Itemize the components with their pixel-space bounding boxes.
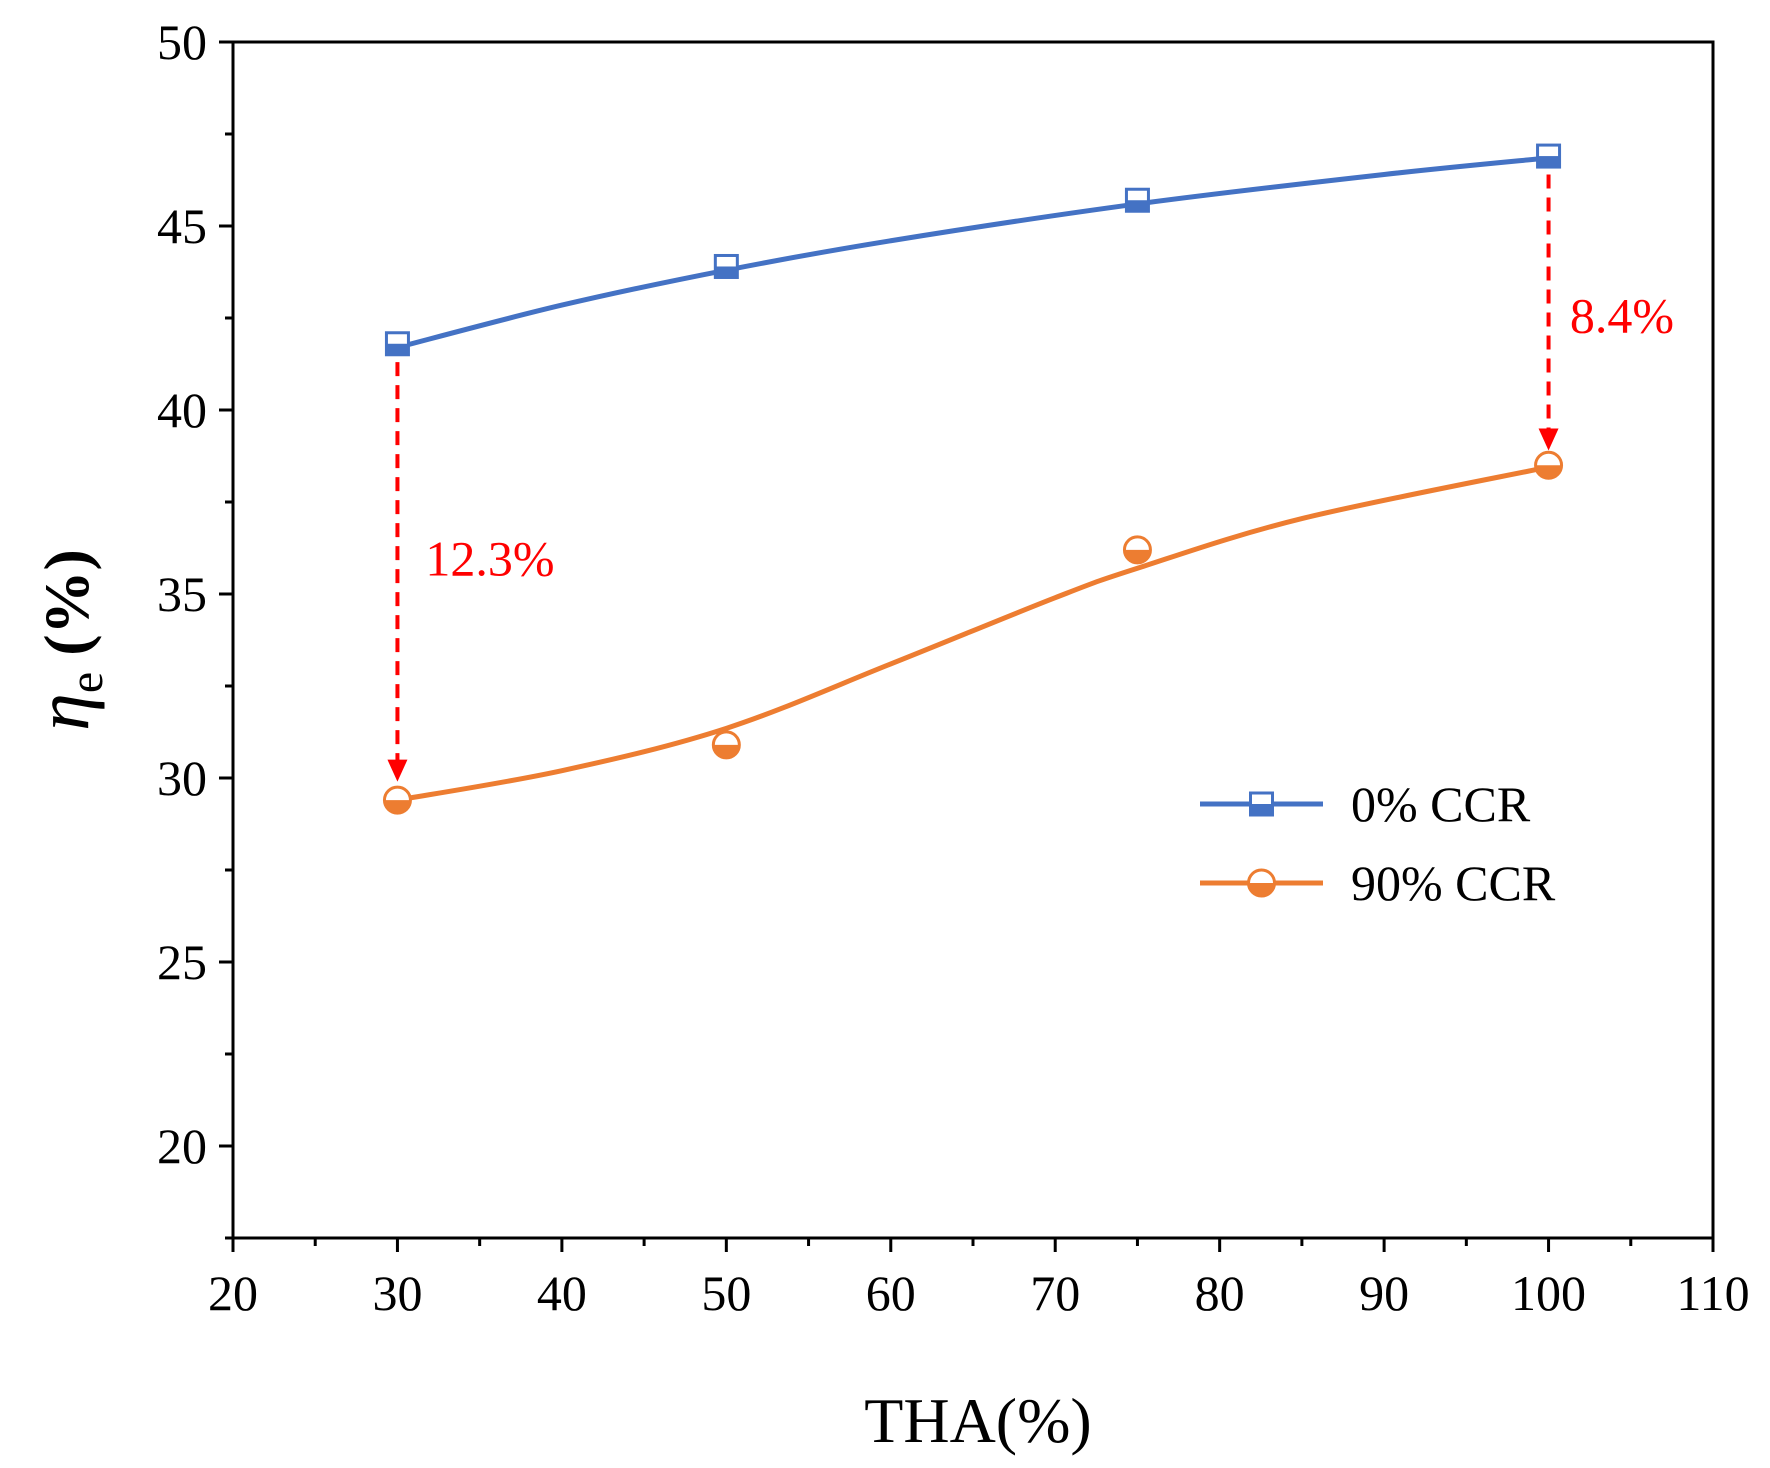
x-tick-label: 50: [701, 1265, 751, 1321]
data-point: [384, 331, 410, 357]
plot-frame: [231, 40, 1715, 1240]
legend-label: 90% CCR: [1351, 855, 1556, 911]
data-point: [382, 785, 412, 815]
y-tick-label: 40: [157, 382, 207, 438]
annotations: 12.3% 8.4%: [387, 174, 1674, 782]
legend-marker: [1247, 868, 1276, 898]
y-axis-title: ηe (%): [21, 549, 113, 731]
x-tick-label: 60: [866, 1265, 916, 1321]
legend-label: 0% CCR: [1351, 776, 1531, 832]
plot-border: [231, 40, 1715, 1240]
legend-marker: [1249, 791, 1274, 817]
x-tick-label: 20: [208, 1265, 258, 1321]
x-tick-label: 70: [1030, 1265, 1080, 1321]
data-point: [1124, 187, 1150, 213]
x-tick-label: 110: [1676, 1265, 1749, 1321]
legend-item: 0% CCR: [1200, 776, 1531, 832]
data-point: [1534, 450, 1564, 480]
data-point: [1536, 143, 1562, 169]
x-tick-label: 100: [1511, 1265, 1586, 1321]
annotation-arrowhead: [1538, 428, 1559, 451]
x-tick-label: 90: [1359, 1265, 1409, 1321]
y-axis-subscript: e: [60, 672, 113, 693]
y-axis-symbol: η: [21, 693, 105, 731]
x-axis-title: THA(%): [864, 1385, 1091, 1456]
annotation-label: 8.4%: [1570, 288, 1674, 344]
fit-lines: [396, 155, 1550, 803]
legend-item: 90% CCR: [1200, 855, 1556, 911]
legend: 0% CCR 90% CCR: [1200, 776, 1556, 911]
data-point: [711, 730, 741, 760]
y-tick-label: 50: [157, 14, 207, 70]
data-point: [1122, 535, 1152, 565]
annotation-arrowhead: [387, 759, 408, 782]
y-tick-label: 45: [157, 198, 207, 254]
x-tick-label: 30: [372, 1265, 422, 1321]
x-tick-label: 40: [537, 1265, 587, 1321]
y-axis: 20 25 30 35 40 45 50: [157, 14, 233, 1240]
data-point: [713, 253, 739, 279]
annotation-label: 12.3%: [425, 531, 554, 587]
data-points: [382, 143, 1564, 815]
y-axis-unit: (%): [31, 549, 102, 672]
y-tick-label: 30: [157, 750, 207, 806]
y-tick-label: 20: [157, 1118, 207, 1174]
y-tick-label: 25: [157, 934, 207, 990]
y-tick-label: 35: [157, 566, 207, 622]
fit-line: [397, 464, 1550, 803]
fit-line: [396, 155, 1549, 350]
x-axis: 20 30 40 50 60 70 80 90 100 110: [208, 1238, 1750, 1321]
x-tick-label: 80: [1195, 1265, 1245, 1321]
